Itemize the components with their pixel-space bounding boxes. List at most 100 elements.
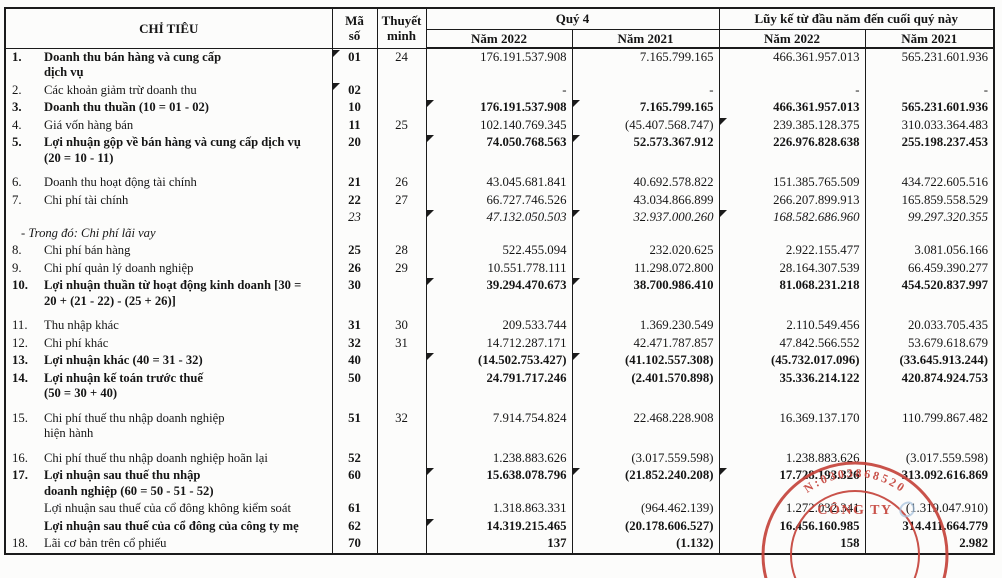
note-cell: 31 [376,334,427,353]
note-cell: 30 [376,310,427,335]
value-cell-q4-2022: 24.791.717.246 [425,369,573,403]
comment-flag-icon [425,100,434,109]
value-cell-q4-2021: (3.017.559.598) [571,442,720,468]
row-number: 9. [12,260,22,275]
value-cell-ytd-2022: 1.238.883.626 [718,442,866,468]
value-cell-ytd-2022: 16.369.137.170 [718,402,866,443]
criteria-cell: 1. Doanh thu bán hàng và cung cấp dịch vụ [4,48,333,82]
value-cell-ytd-2022: 35.336.214.122 [718,369,866,403]
value-cell-ytd-2022: (45.732.017.096) [718,352,866,370]
row-label: Lợi nhuận thuần từ hoạt động kinh doanh … [44,278,302,308]
code-cell: 70 [331,535,378,554]
value-cell-ytd-2021: (3.017.559.598) [864,442,995,468]
value-cell-ytd-2021: 3.081.056.166 [864,242,995,260]
value-cell-ytd-2021: 165.859.558.529 [864,191,995,210]
value-cell-ytd-2022: 466.361.957.013 [718,99,866,117]
criteria-cell: 13. Lợi nhuận khác (40 = 31 - 32) [4,352,333,370]
table-row: 15. Chi phí thuế thu nhập doanh nghiệp hi… [4,402,995,443]
table-row: 9. Chi phí quản lý doanh nghiệp 26 29 10.551… [4,259,995,278]
code-cell: 61 [331,500,378,518]
value-cell-ytd-2022: 151.385.765.509 [718,167,866,192]
row-label: Lợi nhuận sau thuế của cổ đông của công … [44,518,299,533]
note-cell: 32 [376,402,427,443]
value-cell-q4-2022: 47.132.050.503 [425,209,573,243]
table-row: - Trong đó: Chi phí lãi vay 23 47.132.050.… [4,209,995,243]
criteria-cell: 8. Chi phí bán hàng [4,242,333,260]
scanned-financial-report-page: { "header": { "criteria": "CHỈ TIÊU", "c… [4,7,995,578]
table-row: 3. Doanh thu thuần (10 = 01 - 02) 10 176.19… [4,99,995,117]
note-cell [376,535,427,554]
value-cell-q4-2022: 14.712.287.171 [425,334,573,353]
row-number: 14. [12,370,28,385]
comment-flag-icon [331,82,340,91]
value-cell-ytd-2022: 239.385.128.375 [718,116,866,135]
row-number: 18. [12,536,28,551]
value-cell-ytd-2021: 20.033.705.435 [864,310,995,335]
value-cell-ytd-2022: - [718,81,866,100]
table-row: 16. Chi phí thuế thu nhập doanh nghiệp ho… [4,442,995,468]
value-cell-ytd-2021: 454.520.837.997 [864,277,995,311]
value-cell-q4-2022: 15.638.078.796 [425,467,573,501]
code-cell: 31 [331,310,378,335]
value-cell-ytd-2022: 466.361.957.013 [718,48,866,82]
table-row: Lợi nhuận sau thuế của cổ đông của công … [4,517,995,536]
header-code: Mã số [331,7,378,49]
value-cell-q4-2022: 14.319.215.465 [425,517,573,536]
note-cell: 25 [376,116,427,135]
value-cell-q4-2021: (20.178.606.527) [571,517,720,536]
value-cell-ytd-2021: 565.231.601.936 [864,99,995,117]
row-label: Chi phí thuế thu nhập doanh nghiệp hiện … [44,410,225,441]
criteria-cell: 2. Các khoản giảm trừ doanh thu [4,81,333,100]
code-cell: 50 [331,369,378,403]
value-cell-ytd-2021: 313.092.616.869 [864,467,995,501]
value-cell-q4-2021: 22.468.228.908 [571,402,720,443]
table-row: 14. Lợi nhuận kế toán trước thuế (50 = 30… [4,369,995,403]
criteria-cell: 4. Giá vốn hàng bán [4,116,333,135]
code-cell: 20 [331,134,378,168]
table-row: 17. Lợi nhuận sau thuế thu nhập doanh ngh… [4,467,995,501]
row-number: 7. [12,192,22,207]
value-cell-ytd-2022: 226.976.828.638 [718,134,866,168]
value-cell-ytd-2022: 47.842.566.552 [718,334,866,353]
value-cell-q4-2021: 38.700.986.410 [571,277,720,311]
row-number: 10. [12,278,28,293]
header-note: Thuyết minh [376,7,427,49]
code-cell: 23 [331,209,378,243]
value-cell-ytd-2021: (1.319.047.910) [864,500,995,518]
value-cell-q4-2022: 176.191.537.908 [425,99,573,117]
value-cell-ytd-2021: 314.411.664.779 [864,517,995,536]
value-cell-q4-2021: 7.165.799.165 [571,99,720,117]
row-label: Lãi cơ bản trên cổ phiếu [44,536,167,551]
table-row: 5. Lợi nhuận gộp về bán hàng và cung cấp … [4,134,995,168]
value-cell-q4-2022: 7.914.754.824 [425,402,573,443]
value-cell-q4-2021: (1.132) [571,535,720,554]
note-cell [376,517,427,536]
code-cell: 51 [331,402,378,443]
criteria-cell: Lợi nhuận sau thuế của cổ đông của công … [4,517,333,536]
criteria-cell: 9. Chi phí quản lý doanh nghiệp [4,259,333,278]
value-cell-ytd-2022: 81.068.231.218 [718,277,866,311]
criteria-cell: 12. Chi phí khác [4,334,333,353]
criteria-cell: 10. Lợi nhuận thuần từ hoạt động kinh doa… [4,277,333,311]
row-number: 3. [12,100,22,115]
row-number: 5. [12,135,22,150]
value-cell-ytd-2021: 565.231.601.936 [864,48,995,82]
header-year-q4-2021: Năm 2021 [571,28,720,50]
code-cell: 22 [331,191,378,210]
note-cell: 28 [376,242,427,260]
comment-flag-icon [425,518,434,527]
note-cell [376,352,427,370]
code-cell: 30 [331,277,378,311]
row-label: Doanh thu thuần (10 = 01 - 02) [44,100,209,115]
table-body: 1. Doanh thu bán hàng và cung cấp dịch vụ… [4,48,995,554]
value-cell-ytd-2021: 66.459.390.277 [864,259,995,278]
value-cell-q4-2021: (45.407.568.747) [571,116,720,135]
value-cell-ytd-2021: (33.645.913.244) [864,352,995,370]
criteria-cell: 17. Lợi nhuận sau thuế thu nhập doanh ngh… [4,467,333,501]
table-row: 7. Chi phí tài chính 22 27 66.727.746.526 43.… [4,191,995,210]
note-cell [376,134,427,168]
table-row: 4. Giá vốn hàng bán 11 25 102.140.769.345 (45… [4,116,995,135]
header-criteria: CHỈ TIÊU [4,7,333,49]
value-cell-ytd-2021: 310.033.364.483 [864,116,995,135]
comment-flag-icon [571,135,580,144]
